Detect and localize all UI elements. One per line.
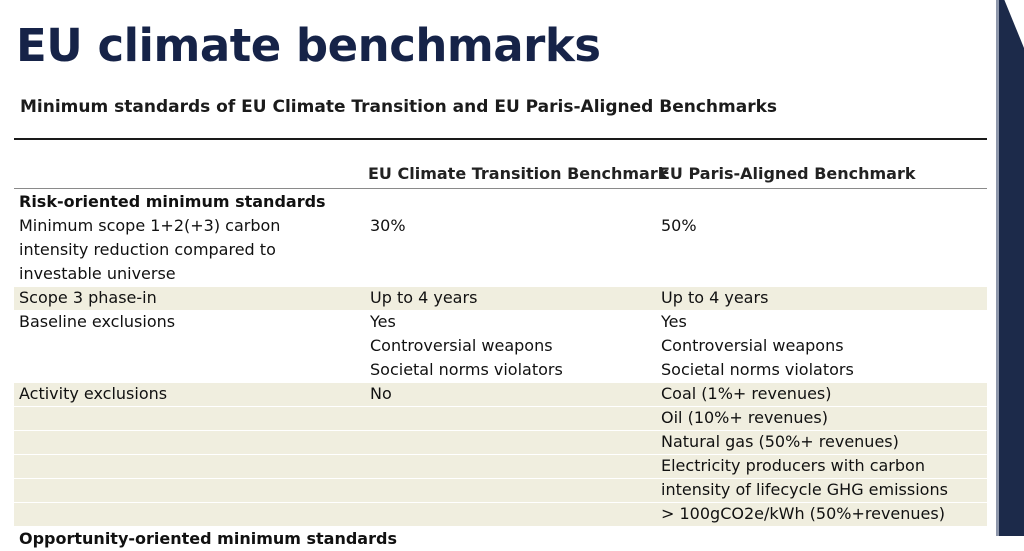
table-subrow: Electricity producers with carbon bbox=[14, 455, 987, 478]
table-row-scope3: Scope 3 phase-in Up to 4 years Up to 4 y… bbox=[14, 287, 987, 310]
table-subtitle: Minimum standards of EU Climate Transiti… bbox=[20, 97, 777, 117]
page-title: EU climate benchmarks bbox=[16, 19, 601, 72]
pab-value-line: Electricity producers with carbon bbox=[661, 456, 925, 475]
table-subrow: Natural gas (50%+ revenues) bbox=[14, 431, 987, 454]
section-row-opportunity: Opportunity-oriented minimum standards bbox=[14, 527, 987, 551]
ctb-value: No bbox=[370, 384, 392, 403]
section-label: Risk-oriented minimum standards bbox=[19, 192, 326, 211]
row-label: Activity exclusions bbox=[19, 384, 168, 403]
pab-value: 50% bbox=[661, 216, 697, 235]
section-label: Opportunity-oriented minimum standards bbox=[19, 529, 397, 548]
pab-value-line: Natural gas (50%+ revenues) bbox=[661, 432, 899, 451]
pab-value-line: Coal (1%+ revenues) bbox=[661, 384, 832, 403]
top-rule bbox=[14, 138, 987, 140]
pab-value-line: Controversial weapons bbox=[661, 336, 844, 355]
row-label: Baseline exclusions bbox=[19, 312, 176, 331]
column-header-ctb: EU Climate Transition Benchmark bbox=[368, 164, 669, 183]
ctb-value-line: Societal norms violators bbox=[370, 360, 563, 379]
pab-value-line: Oil (10%+ revenues) bbox=[661, 408, 828, 427]
section-row-risk: Risk-oriented minimum standards bbox=[14, 190, 987, 214]
binder-spine bbox=[996, 0, 1024, 536]
row-label-line: intensity reduction compared to bbox=[19, 240, 276, 259]
table-subrow: Oil (10%+ revenues) bbox=[14, 407, 987, 430]
ctb-value-line: Controversial weapons bbox=[370, 336, 553, 355]
header-rule bbox=[14, 188, 987, 189]
table-row-carbon-intensity: Minimum scope 1+2(+3) carbon intensity r… bbox=[14, 214, 987, 286]
row-label: Scope 3 phase-in bbox=[19, 288, 157, 307]
row-label-line: Minimum scope 1+2(+3) carbon bbox=[19, 216, 281, 235]
table-row-baseline-exclusions: Baseline exclusions Yes Controversial we… bbox=[14, 310, 987, 382]
table-row-activity-exclusions: Activity exclusions No Coal (1%+ revenue… bbox=[14, 383, 987, 406]
pab-value-line: Yes bbox=[661, 312, 687, 331]
pab-value-line: intensity of lifecycle GHG emissions bbox=[661, 480, 948, 499]
ctb-value: Up to 4 years bbox=[370, 288, 478, 307]
pab-value-line: Societal norms violators bbox=[661, 360, 854, 379]
document-page: EU climate benchmarks Minimum standards … bbox=[14, 0, 999, 548]
row-label-line: investable universe bbox=[19, 264, 176, 283]
ctb-value-line: Yes bbox=[370, 312, 396, 331]
table-subrow: intensity of lifecycle GHG emissions bbox=[14, 479, 987, 502]
ctb-value: 30% bbox=[370, 216, 406, 235]
pab-value-line: > 100gCO2e/kWh (50%+revenues) bbox=[661, 504, 945, 523]
page-edge bbox=[996, 0, 999, 536]
column-header-pab: EU Paris-Aligned Benchmark bbox=[659, 164, 916, 183]
table-subrow: > 100gCO2e/kWh (50%+revenues) bbox=[14, 503, 987, 526]
pab-value: Up to 4 years bbox=[661, 288, 769, 307]
